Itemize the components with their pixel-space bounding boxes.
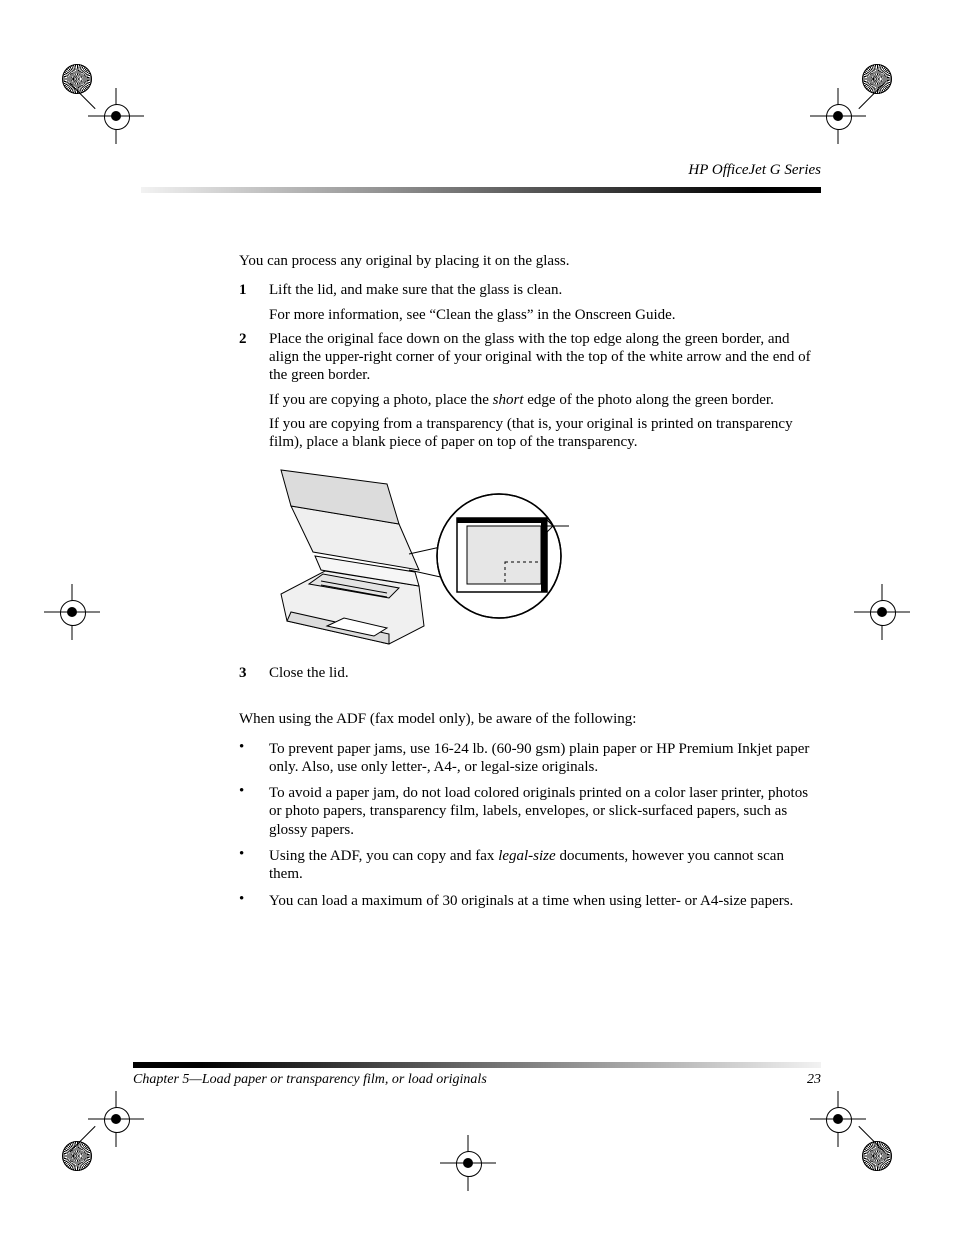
body-content: You can process any original by placing … bbox=[239, 252, 821, 918]
print-registration-mark bbox=[786, 48, 906, 168]
print-registration-mark bbox=[48, 48, 168, 168]
header-rule bbox=[141, 187, 821, 193]
bullet-icon: • bbox=[239, 847, 269, 884]
crosshair-icon bbox=[102, 102, 130, 130]
print-registration-mark bbox=[38, 586, 158, 706]
footer-chapter: Chapter 5—Load paper or transparency fil… bbox=[133, 1072, 487, 1088]
crosshair-icon bbox=[868, 598, 896, 626]
adf-intro: When using the ADF (fax model only), be … bbox=[239, 710, 821, 728]
crosshair-icon bbox=[824, 102, 852, 130]
step-text: Close the lid. bbox=[269, 664, 821, 682]
list-item: • To avoid a paper jam, do not load colo… bbox=[239, 784, 821, 839]
step-item: 1 Lift the lid, and make sure that the g… bbox=[239, 281, 821, 324]
bullet-icon: • bbox=[239, 784, 269, 839]
footer-page-number: 23 bbox=[807, 1072, 821, 1088]
page-footer: Chapter 5—Load paper or transparency fil… bbox=[133, 1062, 821, 1088]
crosshair-icon bbox=[824, 1105, 852, 1133]
print-registration-mark bbox=[430, 1075, 550, 1195]
bullet-text: To prevent paper jams, use 16-24 lb. (60… bbox=[269, 740, 821, 777]
step-text: If you are copying a photo, place the sh… bbox=[269, 391, 821, 409]
printer-glass-illustration-icon bbox=[269, 466, 569, 651]
crosshair-icon bbox=[102, 1105, 130, 1133]
running-header: HP OfficeJet G Series bbox=[688, 162, 821, 179]
bullet-list: • To prevent paper jams, use 16-24 lb. (… bbox=[239, 740, 821, 910]
step-item: 3 Close the lid. bbox=[239, 664, 821, 682]
step-text: For more information, see “Clean the gla… bbox=[269, 306, 821, 324]
crosshair-icon bbox=[454, 1149, 482, 1177]
list-item: • You can load a maximum of 30 originals… bbox=[239, 892, 821, 910]
illustration-printer-on-glass bbox=[269, 466, 821, 656]
bullet-text: To avoid a paper jam, do not load colore… bbox=[269, 784, 821, 839]
step-text: If you are copying from a transparency (… bbox=[269, 415, 821, 452]
intro-paragraph: You can process any original by placing … bbox=[239, 252, 821, 270]
bullet-text: You can load a maximum of 30 originals a… bbox=[269, 892, 821, 910]
step-text: Lift the lid, and make sure that the gla… bbox=[269, 281, 821, 299]
step-number: 1 bbox=[239, 281, 269, 324]
crosshair-icon bbox=[58, 598, 86, 626]
step-text: Place the original face down on the glas… bbox=[269, 330, 821, 385]
list-item: • To prevent paper jams, use 16-24 lb. (… bbox=[239, 740, 821, 777]
bullet-icon: • bbox=[239, 740, 269, 777]
step-number: 2 bbox=[239, 330, 269, 452]
page: HP OfficeJet G Series You can process an… bbox=[0, 0, 954, 1235]
bullet-icon: • bbox=[239, 892, 269, 910]
list-item: • Using the ADF, you can copy and fax le… bbox=[239, 847, 821, 884]
bullet-text: Using the ADF, you can copy and fax lega… bbox=[269, 847, 821, 884]
footer-rule bbox=[133, 1062, 821, 1068]
step-number: 3 bbox=[239, 664, 269, 682]
step-item: 2 Place the original face down on the gl… bbox=[239, 330, 821, 452]
